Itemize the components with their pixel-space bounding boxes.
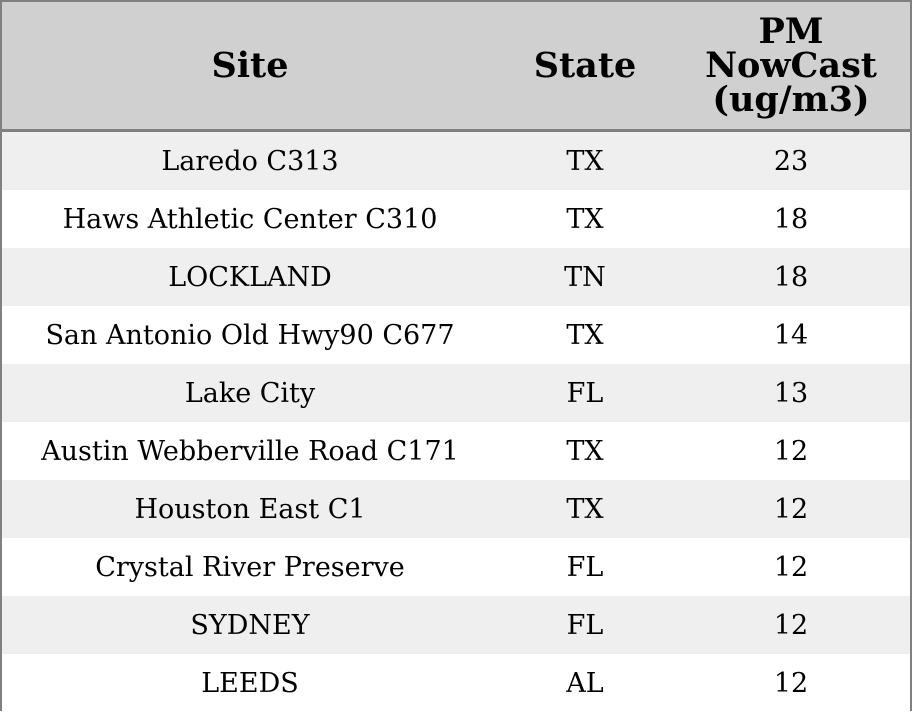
table-row: Austin Webberville Road C171 TX 12 (2, 422, 910, 480)
header-state: State (533, 44, 637, 86)
cell-pm-nowcast: 12 (773, 551, 809, 583)
cell-pm-nowcast: 12 (773, 667, 809, 699)
cell-state: TN (564, 261, 606, 293)
cell-site: Austin Webberville Road C171 (41, 435, 459, 467)
table-row: LEEDS AL 12 (2, 654, 910, 712)
cell-state: AL (566, 667, 604, 699)
cell-site: LOCKLAND (168, 261, 332, 293)
header-site: Site (211, 44, 289, 86)
cell-pm-nowcast: 23 (773, 145, 809, 177)
table-row: San Antonio Old Hwy90 C677 TX 14 (2, 306, 910, 364)
cell-state: FL (566, 377, 604, 409)
table-row: Houston East C1 TX 12 (2, 480, 910, 538)
table-row: Lake City FL 13 (2, 364, 910, 422)
cell-site: Lake City (184, 377, 316, 409)
cell-site: Haws Athletic Center C310 (62, 203, 438, 235)
cell-pm-nowcast: 12 (773, 609, 809, 641)
cell-state: TX (566, 145, 604, 177)
cell-site: LEEDS (201, 667, 299, 699)
cell-pm-nowcast: 12 (773, 493, 809, 525)
cell-state: TX (566, 319, 604, 351)
cell-site: Crystal River Preserve (95, 551, 405, 583)
table-row: Haws Athletic Center C310 TX 18 (2, 190, 910, 248)
cell-pm-nowcast: 13 (773, 377, 809, 409)
cell-state: TX (566, 435, 604, 467)
cell-site: San Antonio Old Hwy90 C677 (45, 319, 455, 351)
cell-site: SYDNEY (190, 609, 310, 641)
cell-site: Laredo C313 (161, 145, 339, 177)
cell-site: Houston East C1 (134, 493, 366, 525)
table-row: LOCKLAND TN 18 (2, 248, 910, 306)
cell-pm-nowcast: 12 (773, 435, 809, 467)
cell-state: TX (566, 203, 604, 235)
table-header-row: Site State PM NowCast (ug/m3) (2, 2, 910, 132)
table-row: SYDNEY FL 12 (2, 596, 910, 654)
cell-pm-nowcast: 14 (773, 319, 809, 351)
table-row: Crystal River Preserve FL 12 (2, 538, 910, 596)
cell-state: FL (566, 551, 604, 583)
cell-pm-nowcast: 18 (773, 203, 809, 235)
cell-pm-nowcast: 18 (773, 261, 809, 293)
cell-state: TX (566, 493, 604, 525)
table-row: Laredo C313 TX 23 (2, 132, 910, 190)
header-pm-nowcast: PM NowCast (ug/m3) (705, 10, 877, 120)
table-body: Laredo C313 TX 23 Haws Athletic Center C310… (2, 132, 910, 712)
cell-state: FL (566, 609, 604, 641)
